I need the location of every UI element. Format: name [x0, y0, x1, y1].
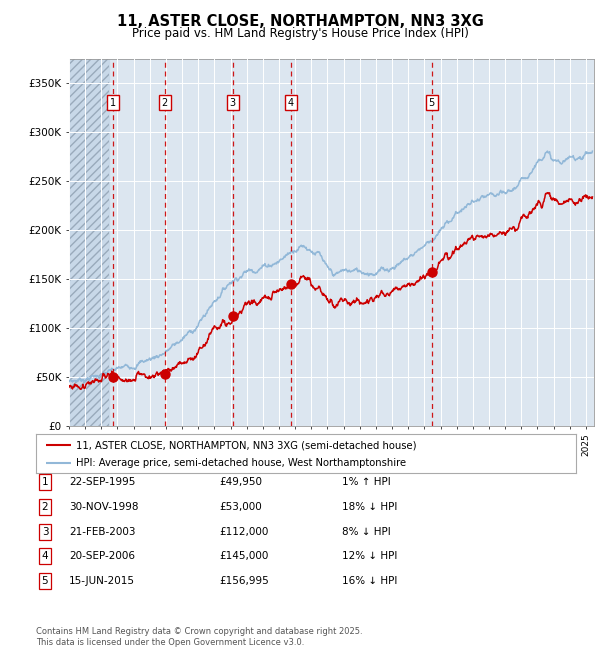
Text: 18% ↓ HPI: 18% ↓ HPI	[342, 502, 397, 512]
Text: 3: 3	[230, 98, 236, 107]
Text: 22-SEP-1995: 22-SEP-1995	[69, 477, 136, 488]
Text: 1: 1	[110, 98, 116, 107]
Text: Contains HM Land Registry data © Crown copyright and database right 2025.
This d: Contains HM Land Registry data © Crown c…	[36, 627, 362, 647]
Text: 1% ↑ HPI: 1% ↑ HPI	[342, 477, 391, 488]
Bar	[69, 58, 109, 426]
Bar	[69, 58, 109, 426]
Text: 4: 4	[41, 551, 49, 562]
Text: 2: 2	[161, 98, 168, 107]
Text: £112,000: £112,000	[219, 526, 268, 537]
Text: 30-NOV-1998: 30-NOV-1998	[69, 502, 139, 512]
Text: 2: 2	[41, 502, 49, 512]
Text: 15-JUN-2015: 15-JUN-2015	[69, 576, 135, 586]
Text: 16% ↓ HPI: 16% ↓ HPI	[342, 576, 397, 586]
Text: 8% ↓ HPI: 8% ↓ HPI	[342, 526, 391, 537]
Text: £145,000: £145,000	[219, 551, 268, 562]
Text: 4: 4	[287, 98, 293, 107]
Text: 21-FEB-2003: 21-FEB-2003	[69, 526, 136, 537]
Text: 5: 5	[428, 98, 435, 107]
Text: 20-SEP-2006: 20-SEP-2006	[69, 551, 135, 562]
Text: HPI: Average price, semi-detached house, West Northamptonshire: HPI: Average price, semi-detached house,…	[77, 458, 407, 469]
Text: 5: 5	[41, 576, 49, 586]
Text: 3: 3	[41, 526, 49, 537]
Text: 1: 1	[41, 477, 49, 488]
Text: £156,995: £156,995	[219, 576, 269, 586]
Text: 11, ASTER CLOSE, NORTHAMPTON, NN3 3XG (semi-detached house): 11, ASTER CLOSE, NORTHAMPTON, NN3 3XG (s…	[77, 440, 417, 450]
Text: Price paid vs. HM Land Registry's House Price Index (HPI): Price paid vs. HM Land Registry's House …	[131, 27, 469, 40]
Text: £53,000: £53,000	[219, 502, 262, 512]
Text: £49,950: £49,950	[219, 477, 262, 488]
Text: 11, ASTER CLOSE, NORTHAMPTON, NN3 3XG: 11, ASTER CLOSE, NORTHAMPTON, NN3 3XG	[116, 14, 484, 29]
Text: 12% ↓ HPI: 12% ↓ HPI	[342, 551, 397, 562]
